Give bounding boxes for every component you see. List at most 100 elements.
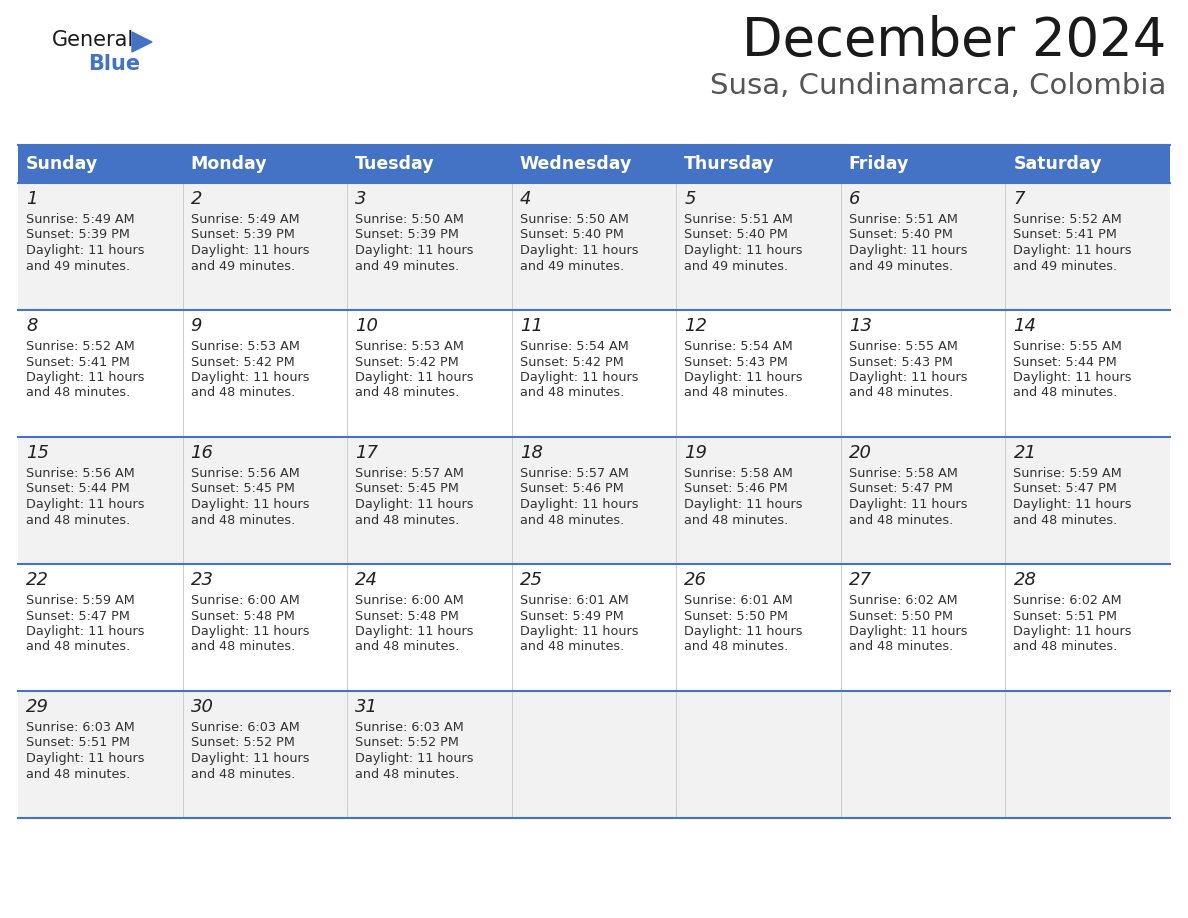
Text: Daylight: 11 hours: Daylight: 11 hours xyxy=(849,625,967,638)
Text: Sunset: 5:46 PM: Sunset: 5:46 PM xyxy=(684,483,788,496)
Text: Sunrise: 5:57 AM: Sunrise: 5:57 AM xyxy=(519,467,628,480)
Polygon shape xyxy=(132,32,152,52)
Text: Sunrise: 5:50 AM: Sunrise: 5:50 AM xyxy=(355,213,465,226)
Text: Sunset: 5:41 PM: Sunset: 5:41 PM xyxy=(1013,229,1117,241)
Text: and 49 minutes.: and 49 minutes. xyxy=(190,260,295,273)
Text: and 48 minutes.: and 48 minutes. xyxy=(519,386,624,399)
Text: Sunset: 5:47 PM: Sunset: 5:47 PM xyxy=(1013,483,1117,496)
Text: 4: 4 xyxy=(519,190,531,208)
Text: Daylight: 11 hours: Daylight: 11 hours xyxy=(190,244,309,257)
Text: Daylight: 11 hours: Daylight: 11 hours xyxy=(1013,244,1132,257)
Text: Daylight: 11 hours: Daylight: 11 hours xyxy=(355,625,474,638)
Text: Susa, Cundinamarca, Colombia: Susa, Cundinamarca, Colombia xyxy=(709,72,1165,100)
Text: and 48 minutes.: and 48 minutes. xyxy=(519,641,624,654)
Text: and 49 minutes.: and 49 minutes. xyxy=(684,260,789,273)
Text: Sunrise: 5:57 AM: Sunrise: 5:57 AM xyxy=(355,467,465,480)
Text: Sunrise: 5:59 AM: Sunrise: 5:59 AM xyxy=(26,594,134,607)
Text: Sunrise: 5:49 AM: Sunrise: 5:49 AM xyxy=(26,213,134,226)
Text: Daylight: 11 hours: Daylight: 11 hours xyxy=(26,752,145,765)
Text: Saturday: Saturday xyxy=(1013,155,1102,173)
Text: and 48 minutes.: and 48 minutes. xyxy=(190,641,295,654)
Text: Daylight: 11 hours: Daylight: 11 hours xyxy=(355,244,474,257)
Text: Sunset: 5:46 PM: Sunset: 5:46 PM xyxy=(519,483,624,496)
Text: 1: 1 xyxy=(26,190,38,208)
Text: Sunset: 5:45 PM: Sunset: 5:45 PM xyxy=(355,483,459,496)
Text: 2: 2 xyxy=(190,190,202,208)
Text: Sunrise: 6:02 AM: Sunrise: 6:02 AM xyxy=(1013,594,1121,607)
Text: Daylight: 11 hours: Daylight: 11 hours xyxy=(355,498,474,511)
Text: Daylight: 11 hours: Daylight: 11 hours xyxy=(1013,371,1132,384)
Text: Daylight: 11 hours: Daylight: 11 hours xyxy=(26,371,145,384)
Text: and 48 minutes.: and 48 minutes. xyxy=(26,513,131,527)
Text: Sunset: 5:43 PM: Sunset: 5:43 PM xyxy=(684,355,788,368)
Text: Sunrise: 5:56 AM: Sunrise: 5:56 AM xyxy=(190,467,299,480)
Text: and 48 minutes.: and 48 minutes. xyxy=(684,641,789,654)
Text: Sunset: 5:52 PM: Sunset: 5:52 PM xyxy=(190,736,295,749)
Text: Sunrise: 5:59 AM: Sunrise: 5:59 AM xyxy=(1013,467,1123,480)
Text: Daylight: 11 hours: Daylight: 11 hours xyxy=(190,625,309,638)
Text: 12: 12 xyxy=(684,317,707,335)
Text: 21: 21 xyxy=(1013,444,1036,462)
Text: Sunset: 5:47 PM: Sunset: 5:47 PM xyxy=(849,483,953,496)
Text: Sunrise: 5:55 AM: Sunrise: 5:55 AM xyxy=(849,340,958,353)
Text: Daylight: 11 hours: Daylight: 11 hours xyxy=(684,498,803,511)
Text: Sunset: 5:43 PM: Sunset: 5:43 PM xyxy=(849,355,953,368)
Bar xyxy=(18,564,1170,691)
Text: and 48 minutes.: and 48 minutes. xyxy=(355,386,460,399)
Text: and 48 minutes.: and 48 minutes. xyxy=(1013,641,1118,654)
Text: Sunrise: 5:52 AM: Sunrise: 5:52 AM xyxy=(26,340,134,353)
Text: Daylight: 11 hours: Daylight: 11 hours xyxy=(519,625,638,638)
Text: Sunrise: 6:03 AM: Sunrise: 6:03 AM xyxy=(190,721,299,734)
Text: Daylight: 11 hours: Daylight: 11 hours xyxy=(190,371,309,384)
Bar xyxy=(18,310,1170,437)
Text: and 48 minutes.: and 48 minutes. xyxy=(519,513,624,527)
Text: Daylight: 11 hours: Daylight: 11 hours xyxy=(355,752,474,765)
Text: 25: 25 xyxy=(519,571,543,589)
Text: Sunset: 5:49 PM: Sunset: 5:49 PM xyxy=(519,610,624,622)
Text: Sunset: 5:52 PM: Sunset: 5:52 PM xyxy=(355,736,459,749)
Text: and 48 minutes.: and 48 minutes. xyxy=(190,386,295,399)
Text: 6: 6 xyxy=(849,190,860,208)
Text: and 48 minutes.: and 48 minutes. xyxy=(684,386,789,399)
Text: and 48 minutes.: and 48 minutes. xyxy=(355,513,460,527)
Text: 11: 11 xyxy=(519,317,543,335)
Text: Sunrise: 5:52 AM: Sunrise: 5:52 AM xyxy=(1013,213,1123,226)
Text: 16: 16 xyxy=(190,444,214,462)
Text: Sunrise: 5:58 AM: Sunrise: 5:58 AM xyxy=(849,467,958,480)
Text: Sunrise: 6:03 AM: Sunrise: 6:03 AM xyxy=(355,721,463,734)
Text: General: General xyxy=(52,30,134,50)
Text: Daylight: 11 hours: Daylight: 11 hours xyxy=(684,244,803,257)
Text: Sunrise: 5:56 AM: Sunrise: 5:56 AM xyxy=(26,467,134,480)
Text: 18: 18 xyxy=(519,444,543,462)
Text: Daylight: 11 hours: Daylight: 11 hours xyxy=(519,498,638,511)
Text: Sunset: 5:42 PM: Sunset: 5:42 PM xyxy=(355,355,459,368)
Text: and 48 minutes.: and 48 minutes. xyxy=(355,641,460,654)
Text: and 48 minutes.: and 48 minutes. xyxy=(849,513,953,527)
Text: and 48 minutes.: and 48 minutes. xyxy=(355,767,460,780)
Text: Sunset: 5:40 PM: Sunset: 5:40 PM xyxy=(684,229,788,241)
Text: 30: 30 xyxy=(190,698,214,716)
Bar xyxy=(18,145,1170,183)
Text: Sunrise: 5:54 AM: Sunrise: 5:54 AM xyxy=(519,340,628,353)
Text: Sunday: Sunday xyxy=(26,155,99,173)
Text: Tuesday: Tuesday xyxy=(355,155,435,173)
Text: Sunset: 5:41 PM: Sunset: 5:41 PM xyxy=(26,355,129,368)
Text: Daylight: 11 hours: Daylight: 11 hours xyxy=(849,498,967,511)
Text: December 2024: December 2024 xyxy=(741,15,1165,67)
Text: 20: 20 xyxy=(849,444,872,462)
Text: and 48 minutes.: and 48 minutes. xyxy=(684,513,789,527)
Text: Friday: Friday xyxy=(849,155,909,173)
Text: Sunset: 5:42 PM: Sunset: 5:42 PM xyxy=(519,355,624,368)
Text: Sunrise: 6:03 AM: Sunrise: 6:03 AM xyxy=(26,721,134,734)
Text: Daylight: 11 hours: Daylight: 11 hours xyxy=(849,371,967,384)
Text: Sunrise: 5:55 AM: Sunrise: 5:55 AM xyxy=(1013,340,1123,353)
Text: 23: 23 xyxy=(190,571,214,589)
Text: Daylight: 11 hours: Daylight: 11 hours xyxy=(684,371,803,384)
Text: 22: 22 xyxy=(26,571,49,589)
Text: Sunset: 5:48 PM: Sunset: 5:48 PM xyxy=(355,610,459,622)
Text: and 48 minutes.: and 48 minutes. xyxy=(849,641,953,654)
Text: 5: 5 xyxy=(684,190,696,208)
Text: Sunset: 5:40 PM: Sunset: 5:40 PM xyxy=(519,229,624,241)
Text: Sunset: 5:40 PM: Sunset: 5:40 PM xyxy=(849,229,953,241)
Text: 26: 26 xyxy=(684,571,707,589)
